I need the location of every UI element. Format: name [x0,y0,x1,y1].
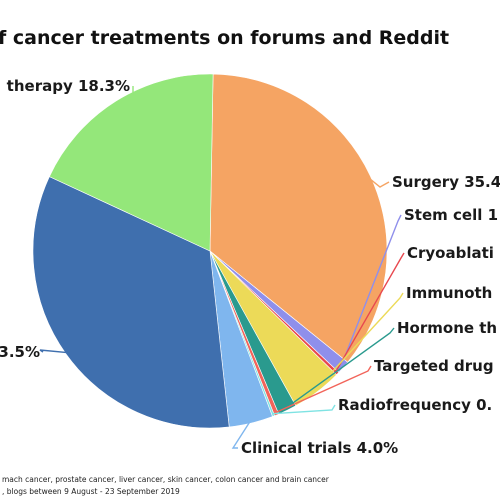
slice-label-0: Surgery 35.4 [392,173,500,191]
chart-title: f cancer treatments on forums and Reddit [0,27,449,49]
slice-label-3: Immunoth [406,284,492,302]
leader-line-9 [117,86,134,104]
slice-label-5: Targeted drug [374,357,494,375]
slice-label-7: Clinical trials 4.0% [241,439,398,457]
leader-lines [39,86,405,449]
leader-line-5 [275,365,372,414]
slice-label-2: Cryoablati [407,244,494,262]
pie-slice-9 [49,73,214,252]
leader-line-6 [272,404,336,415]
pie-slice-8 [32,176,230,429]
slice-label-9: therapy 18.3% [7,77,130,95]
leader-line-3 [315,292,404,391]
leader-line-2 [335,252,405,373]
pie-slices [32,73,388,429]
slice-label-4: Hormone th [397,319,497,337]
leader-line-4 [285,327,395,409]
leader-line-7 [231,420,252,449]
leader-line-0 [367,176,390,188]
footer-line-1: mach cancer, prostate cancer, liver canc… [2,475,330,484]
slice-labels: Surgery 35.4 Stem cell 1 Cryoablati Immunot… [0,77,500,457]
leader-line-1 [340,214,402,366]
pie-slice-0 [209,73,388,363]
leader-line-8 [39,349,69,354]
slice-label-6: Radiofrequency 0. [338,396,492,414]
footer-line-2: , blogs between 9 August - 23 September … [2,487,180,496]
slice-label-8: 3.5% [0,343,40,361]
slice-label-1: Stem cell 1 [404,206,498,224]
